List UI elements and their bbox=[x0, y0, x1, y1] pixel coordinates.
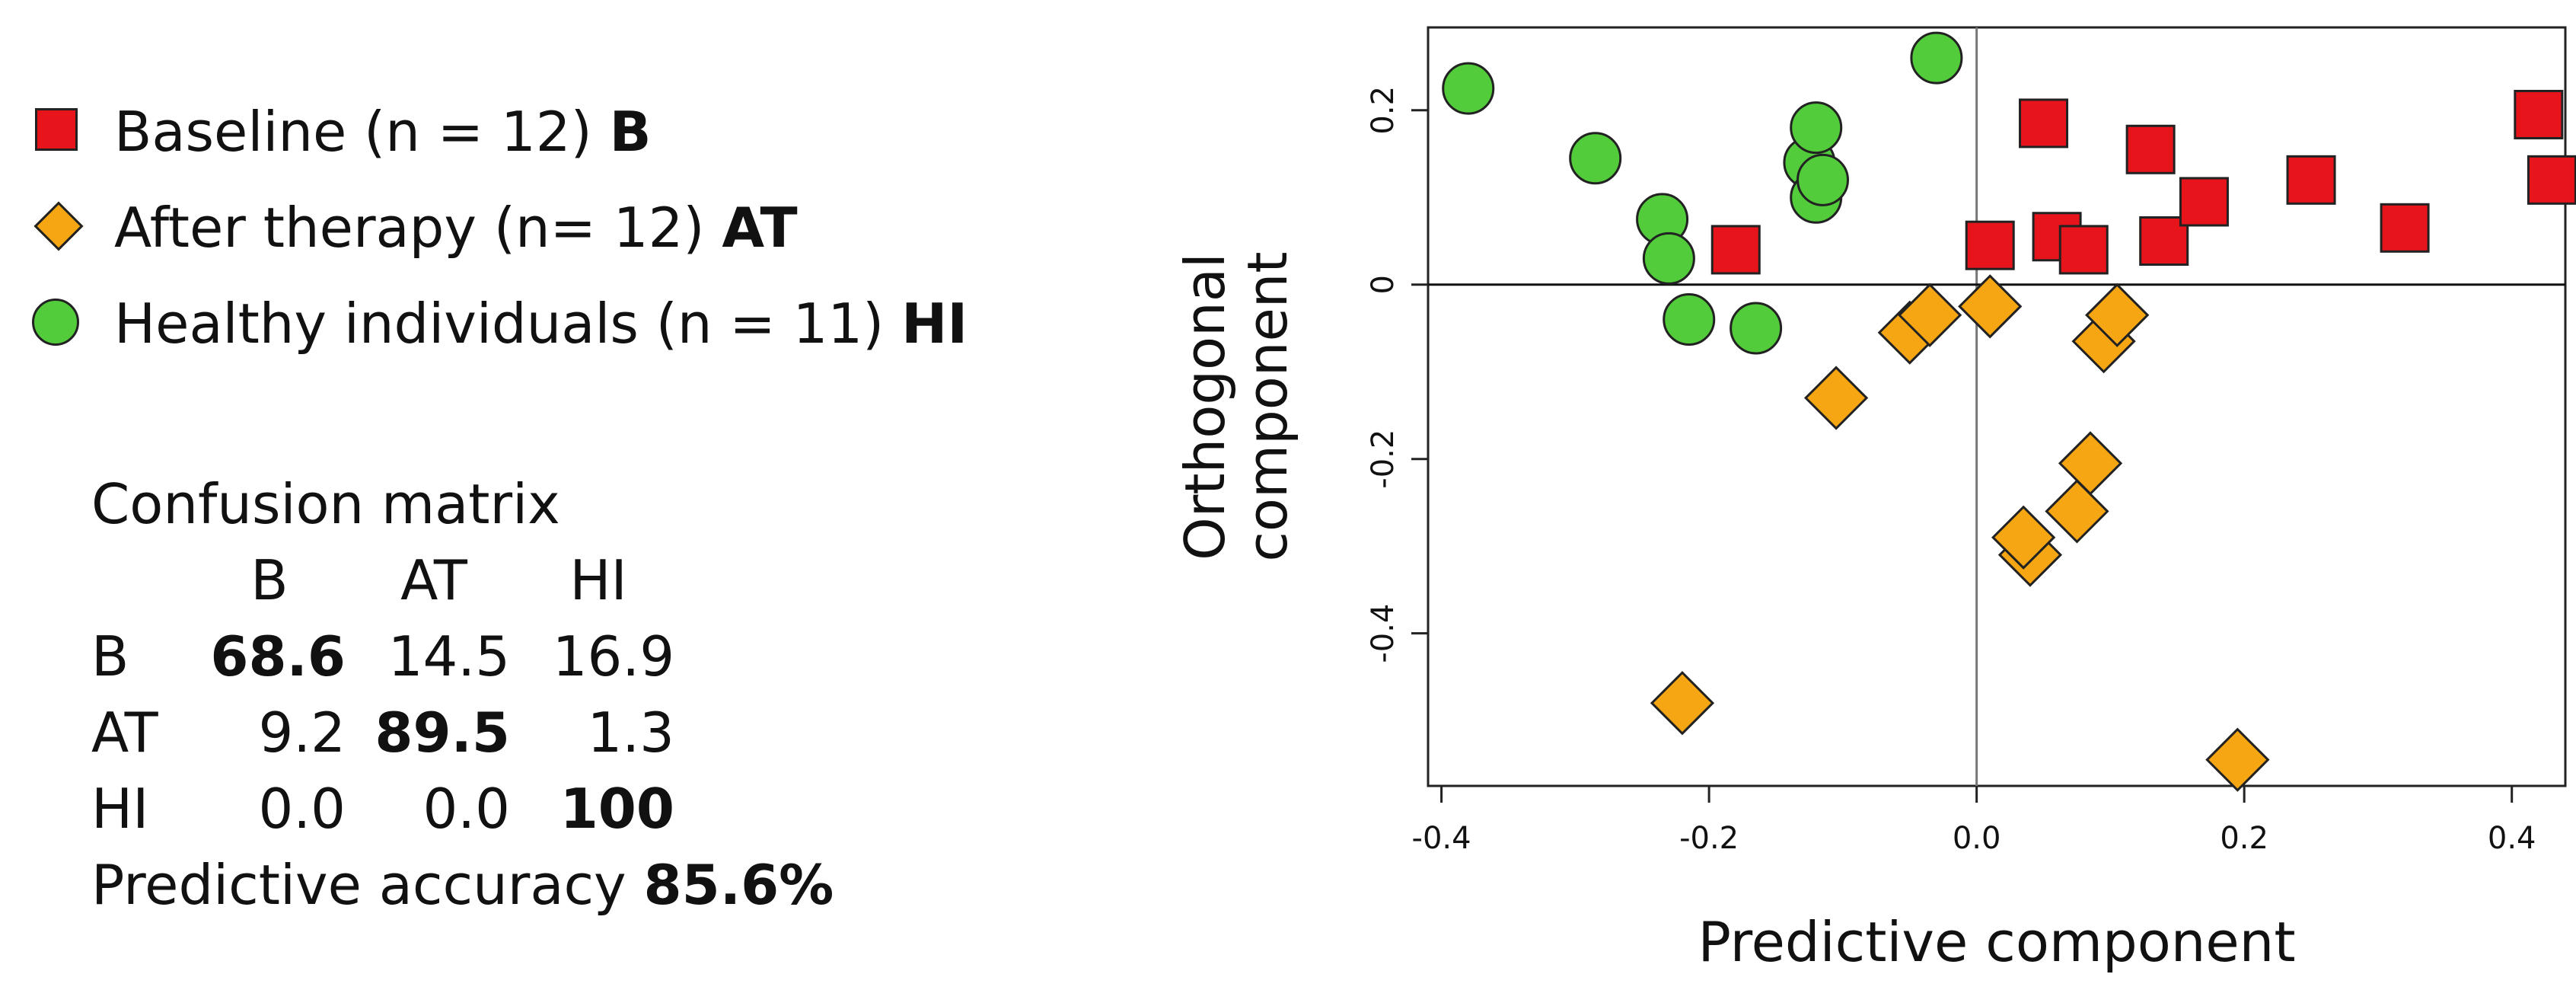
predictive-accuracy: Predictive accuracy 85.6% bbox=[91, 847, 834, 923]
table-row: HI 0.0 0.0 100 bbox=[91, 771, 687, 847]
table-cell: 89.5 bbox=[375, 701, 510, 765]
baseline-point bbox=[1710, 225, 1761, 275]
baseline-point bbox=[2125, 124, 2176, 174]
healthy-point bbox=[1910, 31, 1963, 85]
baseline-point bbox=[2527, 155, 2576, 205]
table-cell: 0.0 bbox=[258, 777, 346, 841]
table-cell: 68.6 bbox=[210, 624, 346, 688]
x-tick-label: 0.0 bbox=[1953, 821, 2001, 856]
healthy-point bbox=[1442, 62, 1495, 115]
legend-label: After therapy (n= 12) bbox=[114, 196, 722, 260]
column-header: B bbox=[250, 548, 289, 612]
legend-item-healthy: Healthy individuals (n = 11) HI bbox=[27, 276, 968, 372]
legend-item-baseline: Baseline (n = 12) B bbox=[27, 84, 968, 180]
table-cell: 1.3 bbox=[587, 701, 674, 765]
after-therapy-point bbox=[1803, 366, 1869, 430]
table-cell: 16.9 bbox=[552, 624, 674, 688]
y-tick-label: 0 bbox=[1366, 275, 1401, 294]
table-row: B 68.6 14.5 16.9 bbox=[91, 618, 687, 695]
table-row: AT 9.2 89.5 1.3 bbox=[91, 695, 687, 771]
column-header: HI bbox=[569, 548, 627, 612]
table-cell: 9.2 bbox=[258, 701, 346, 765]
legend-label: Healthy individuals (n = 11) bbox=[114, 292, 902, 356]
x-axis-title: Predictive component bbox=[1698, 910, 2295, 974]
after-therapy-point bbox=[2058, 431, 2123, 496]
green-circle-icon bbox=[27, 289, 96, 358]
after-therapy-point bbox=[1958, 274, 2023, 339]
y-axis-title-line1: Orthogonal bbox=[1173, 253, 1237, 560]
y-tick-label: -0.4 bbox=[1366, 604, 1401, 663]
after-therapy-point bbox=[2205, 727, 2270, 792]
red-square-icon bbox=[27, 97, 96, 166]
after-therapy-point bbox=[1991, 505, 2056, 570]
column-header: AT bbox=[400, 548, 467, 612]
baseline-point bbox=[2019, 98, 2069, 148]
confusion-matrix-table: B AT HI B 68.6 14.5 16.9 AT 9.2 89.5 1.3… bbox=[91, 542, 687, 847]
confusion-matrix-title: Confusion matrix bbox=[91, 472, 560, 536]
legend: Baseline (n = 12) B After therapy (n= 12… bbox=[27, 84, 968, 372]
row-label: B bbox=[91, 624, 129, 688]
y-axis-title-line2: component bbox=[1235, 251, 1299, 561]
after-therapy-point bbox=[2045, 479, 2109, 544]
after-therapy-point bbox=[1897, 283, 1962, 347]
legend-label: Baseline (n = 12) bbox=[114, 100, 610, 164]
healthy-point bbox=[1797, 153, 1850, 206]
baseline-point bbox=[2139, 216, 2189, 266]
table-cell: 0.0 bbox=[422, 777, 510, 841]
y-axis: -0.4 -0.2 0 0.2 bbox=[1366, 86, 1428, 663]
x-tick-label: -0.4 bbox=[1412, 821, 1471, 856]
plot-area bbox=[1427, 26, 2567, 787]
table-cell: 100 bbox=[560, 777, 674, 841]
baseline-point bbox=[2514, 89, 2564, 139]
healthy-point bbox=[1642, 232, 1695, 285]
x-tick-label: -0.2 bbox=[1679, 821, 1739, 856]
table-cell: 14.5 bbox=[387, 624, 510, 688]
legend-code: AT bbox=[722, 196, 798, 260]
baseline-point bbox=[2058, 225, 2109, 275]
x-axis: -0.4 -0.2 0.0 0.2 0.4 bbox=[1412, 786, 2536, 856]
legend-code: B bbox=[609, 100, 652, 164]
legend-item-after-therapy: After therapy (n= 12) AT bbox=[27, 180, 968, 276]
x-tick-label: 0.4 bbox=[2488, 821, 2536, 856]
baseline-point bbox=[1965, 220, 2015, 270]
accuracy-value: 85.6% bbox=[643, 853, 834, 917]
after-therapy-point bbox=[1650, 671, 1715, 736]
y-tick-label: 0.2 bbox=[1366, 86, 1401, 135]
baseline-point bbox=[2179, 177, 2229, 227]
accuracy-label: Predictive accuracy bbox=[91, 853, 644, 917]
baseline-point bbox=[2380, 203, 2430, 253]
healthy-point bbox=[1663, 293, 1716, 346]
row-label: HI bbox=[91, 777, 149, 841]
after-therapy-point bbox=[2085, 283, 2150, 347]
data-points bbox=[1442, 31, 2576, 792]
row-label: AT bbox=[91, 701, 158, 765]
healthy-point bbox=[1790, 101, 1843, 155]
confusion-header-row: B AT HI bbox=[91, 542, 687, 618]
healthy-point bbox=[1730, 302, 1783, 355]
baseline-point bbox=[2286, 155, 2336, 205]
plot-border bbox=[1427, 26, 2567, 787]
confusion-matrix: Confusion matrix B AT HI B 68.6 14.5 16.… bbox=[91, 466, 834, 923]
legend-code: HI bbox=[901, 292, 968, 356]
healthy-point bbox=[1569, 132, 1622, 185]
y-tick-label: -0.2 bbox=[1366, 430, 1401, 489]
x-tick-label: 0.2 bbox=[2220, 821, 2268, 856]
